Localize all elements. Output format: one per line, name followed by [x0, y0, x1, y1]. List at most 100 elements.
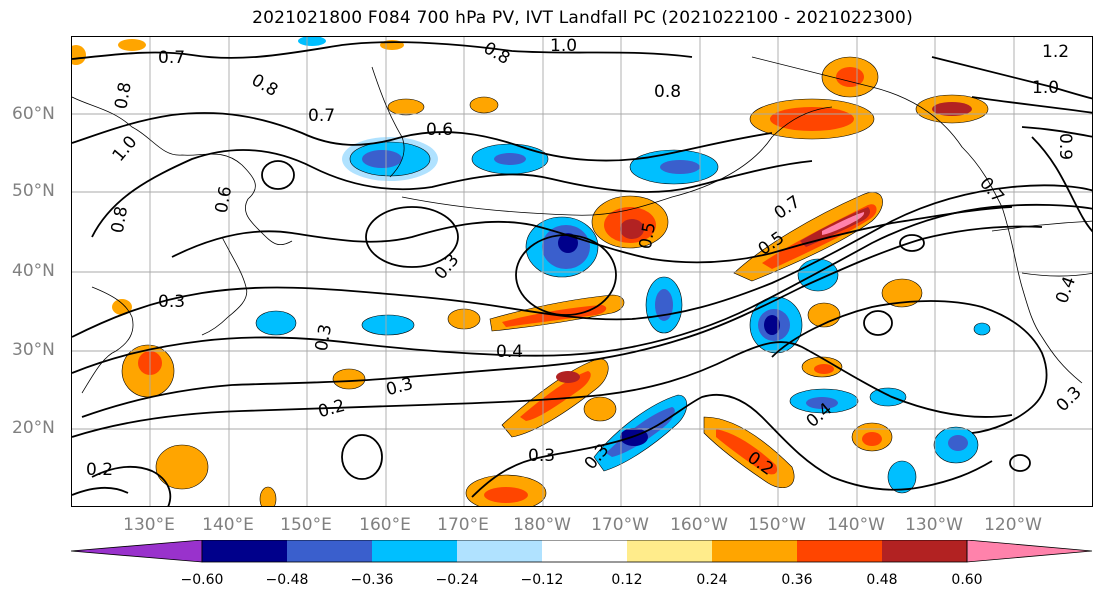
- contour-line: [931, 56, 1092, 100]
- colorbar-tick-label: 0.36: [781, 572, 813, 588]
- colorbar-segment: [882, 540, 967, 562]
- lon-label-170e: 170°E: [437, 515, 489, 535]
- contour-line: [72, 184, 1092, 338]
- coastline-na-west: [1001, 206, 1083, 384]
- map-gridlines: [72, 37, 1092, 506]
- colorbar-outline: [201, 540, 968, 563]
- shade-blob: [118, 39, 146, 51]
- coastline-aleutians: [401, 106, 833, 216]
- shade-blob: [72, 45, 86, 65]
- colorbar-segment: [457, 540, 542, 562]
- contour-label: 1.0: [1032, 78, 1059, 98]
- colorbar-segment: [372, 540, 457, 562]
- contour-label: 0.4: [1052, 274, 1080, 306]
- colorbar-tick-label: −0.12: [520, 572, 564, 588]
- contour-label: 0.2: [86, 460, 113, 480]
- shade-blob: [948, 435, 968, 451]
- contour-label: 0.3: [431, 250, 464, 284]
- coastline-asia: [72, 96, 293, 246]
- lon-label-140w: 140°W: [827, 515, 885, 535]
- colorbar-tick-label: 0.60: [951, 572, 983, 588]
- shade-blob: [620, 219, 644, 239]
- lon-label-160e: 160°E: [359, 515, 411, 535]
- shade-blob: [520, 371, 591, 421]
- colorbar: [71, 540, 1093, 563]
- lon-label-180w: 180°W: [513, 515, 571, 535]
- shade-blob: [494, 153, 526, 165]
- contour-label: 0.3: [528, 446, 555, 466]
- colorbar-tick-label: −0.48: [265, 572, 309, 588]
- shade-blob: [862, 432, 882, 446]
- shade-blob: [556, 371, 580, 383]
- colorbar-segment: [797, 540, 882, 562]
- contour-label: 0.3: [312, 323, 336, 353]
- contour-line: [471, 393, 993, 498]
- contour-label: 1.0: [109, 132, 142, 166]
- shade-blob: [764, 315, 780, 335]
- contour-line: [1021, 126, 1092, 138]
- shade-blob: [869, 387, 907, 407]
- contour-line: [971, 96, 1092, 114]
- contour-line: [1031, 136, 1092, 233]
- lat-label-30n: 30°N: [12, 340, 55, 360]
- colorbar-tick-label: −0.60: [180, 572, 224, 588]
- contour-ring: [365, 206, 459, 268]
- contour-label: 0.8: [480, 38, 513, 69]
- shade-blob: [255, 310, 297, 336]
- shade-blob: [806, 397, 838, 409]
- lon-label-170w: 170°W: [591, 515, 649, 535]
- lon-label-150w: 150°W: [748, 515, 806, 535]
- colorbar-tick-label: 0.24: [696, 572, 728, 588]
- shade-blob: [469, 96, 499, 114]
- lon-label-130w: 130°W: [905, 515, 963, 535]
- lon-label-160w: 160°W: [670, 515, 728, 535]
- coastline-na-border: [991, 220, 1092, 232]
- shade-blob: [259, 486, 277, 506]
- shade-blob: [387, 98, 425, 116]
- contour-label: 0.6: [212, 185, 236, 215]
- colorbar-extend-high: [966, 540, 1093, 563]
- lat-label-60n: 60°N: [12, 104, 55, 124]
- contour-ring: [341, 434, 383, 480]
- lon-label-150e: 150°E: [280, 515, 332, 535]
- shade-blob: [484, 487, 528, 503]
- contour-label: 0.5: [636, 221, 660, 251]
- contour-ring: [261, 160, 295, 190]
- lat-label-40n: 40°N: [12, 261, 55, 281]
- shade-blob: [932, 102, 972, 116]
- contour-label: 0.7: [158, 48, 185, 68]
- contour-label: 0.4: [496, 342, 523, 362]
- shade-blob: [770, 107, 854, 131]
- contour-label: 0.2: [316, 396, 347, 422]
- shade-blob: [155, 444, 209, 490]
- shade-blob: [660, 160, 700, 174]
- contour-label: 0.6: [426, 120, 453, 140]
- shade-blob: [583, 396, 617, 422]
- coastline-us-west: [1021, 272, 1092, 277]
- contour-label: 0.7: [308, 106, 335, 126]
- contour-label: 0.9: [1055, 133, 1075, 160]
- shade-blob: [558, 233, 578, 253]
- coastline-japan: [201, 236, 248, 336]
- shade-blob: [655, 289, 673, 321]
- contour-line: [72, 112, 773, 162]
- coastline-korea-china: [81, 286, 134, 394]
- map-title: 2021021800 F084 700 hPa PV, IVT Landfall…: [252, 8, 913, 28]
- contour-label: 0.3: [158, 292, 185, 312]
- colorbar-segment: [712, 540, 797, 562]
- shade-blob: [716, 429, 778, 475]
- contour-label: 0.7: [771, 192, 805, 224]
- coastline-alaska: [751, 56, 1003, 208]
- contour-line: [72, 41, 693, 60]
- colorbar-segment: [542, 540, 627, 562]
- lat-label-50n: 50°N: [12, 181, 55, 201]
- shade-blob: [881, 278, 923, 308]
- contour-line: [91, 465, 172, 506]
- shade-blob: [362, 150, 402, 168]
- shade-blob: [112, 299, 132, 315]
- contour-label: 0.3: [1053, 383, 1086, 416]
- lon-label-120w: 120°W: [984, 515, 1042, 535]
- shade-blob: [887, 460, 917, 494]
- map-canvas: 0.7 0.8 0.6 0.8 0.8 1.0 0.7 0.6 0.8 0.8 …: [72, 37, 1092, 506]
- contour-label: 1.2: [1042, 42, 1069, 62]
